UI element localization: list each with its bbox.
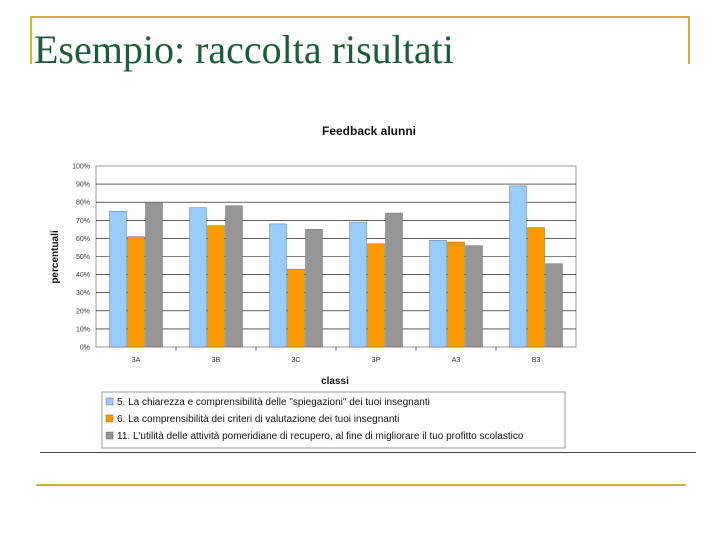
bar (287, 268, 305, 348)
x-tick-label: 3P (372, 357, 381, 364)
legend-box (101, 391, 566, 449)
bar (447, 241, 465, 348)
x-tick-label: 3B (212, 357, 221, 364)
y-tick-label: 10% (76, 326, 90, 333)
separator-line (40, 452, 696, 453)
y-axis-label: percentuali (50, 230, 61, 284)
y-tick-label: 20% (76, 308, 90, 315)
bottom-rule (36, 484, 686, 486)
x-tick-label: A3 (452, 357, 461, 364)
legend-label: 5. La chiarezza e comprensibilità delle … (117, 397, 430, 408)
bar (527, 227, 545, 348)
y-tick-label: 100% (72, 164, 90, 171)
legend-label: 6. La comprensibilità dei criteri di val… (117, 414, 399, 425)
bar (145, 201, 163, 348)
right-rule (688, 16, 690, 64)
x-tick-label: 3C (292, 357, 301, 364)
bar (465, 245, 483, 348)
bar (429, 240, 447, 348)
x-tick-label: B3 (532, 357, 541, 364)
legend-swatch (105, 431, 114, 440)
slide-title: Esempio: raccolta risultati (34, 27, 454, 72)
y-tick-label: 50% (76, 254, 90, 261)
y-tick-label: 90% (76, 182, 90, 189)
bar (385, 212, 403, 348)
bar (189, 207, 207, 348)
bar (545, 263, 563, 348)
bar (225, 205, 243, 348)
y-tick-label: 30% (76, 290, 90, 297)
bar (367, 243, 385, 348)
left-rule (30, 16, 32, 64)
bar (509, 185, 527, 348)
legend-label: 11. L'utilità delle attività pomeridiane… (117, 431, 524, 442)
y-tick-label: 40% (76, 272, 90, 279)
top-rule (30, 16, 690, 18)
y-tick-label: 80% (76, 200, 90, 207)
y-tick-label: 70% (76, 218, 90, 225)
y-tick-label: 0% (80, 345, 90, 352)
x-axis-label: classi (321, 376, 349, 387)
bar (109, 211, 127, 348)
bar (305, 229, 323, 348)
legend-swatch (105, 397, 114, 406)
bar (127, 236, 145, 348)
bar (349, 221, 367, 348)
y-tick-label: 60% (76, 236, 90, 243)
x-tick-label: 3A (132, 357, 141, 364)
bar (207, 225, 225, 348)
chart-title: Feedback alunni (322, 124, 416, 138)
legend-swatch (105, 414, 114, 423)
bar (269, 223, 287, 348)
